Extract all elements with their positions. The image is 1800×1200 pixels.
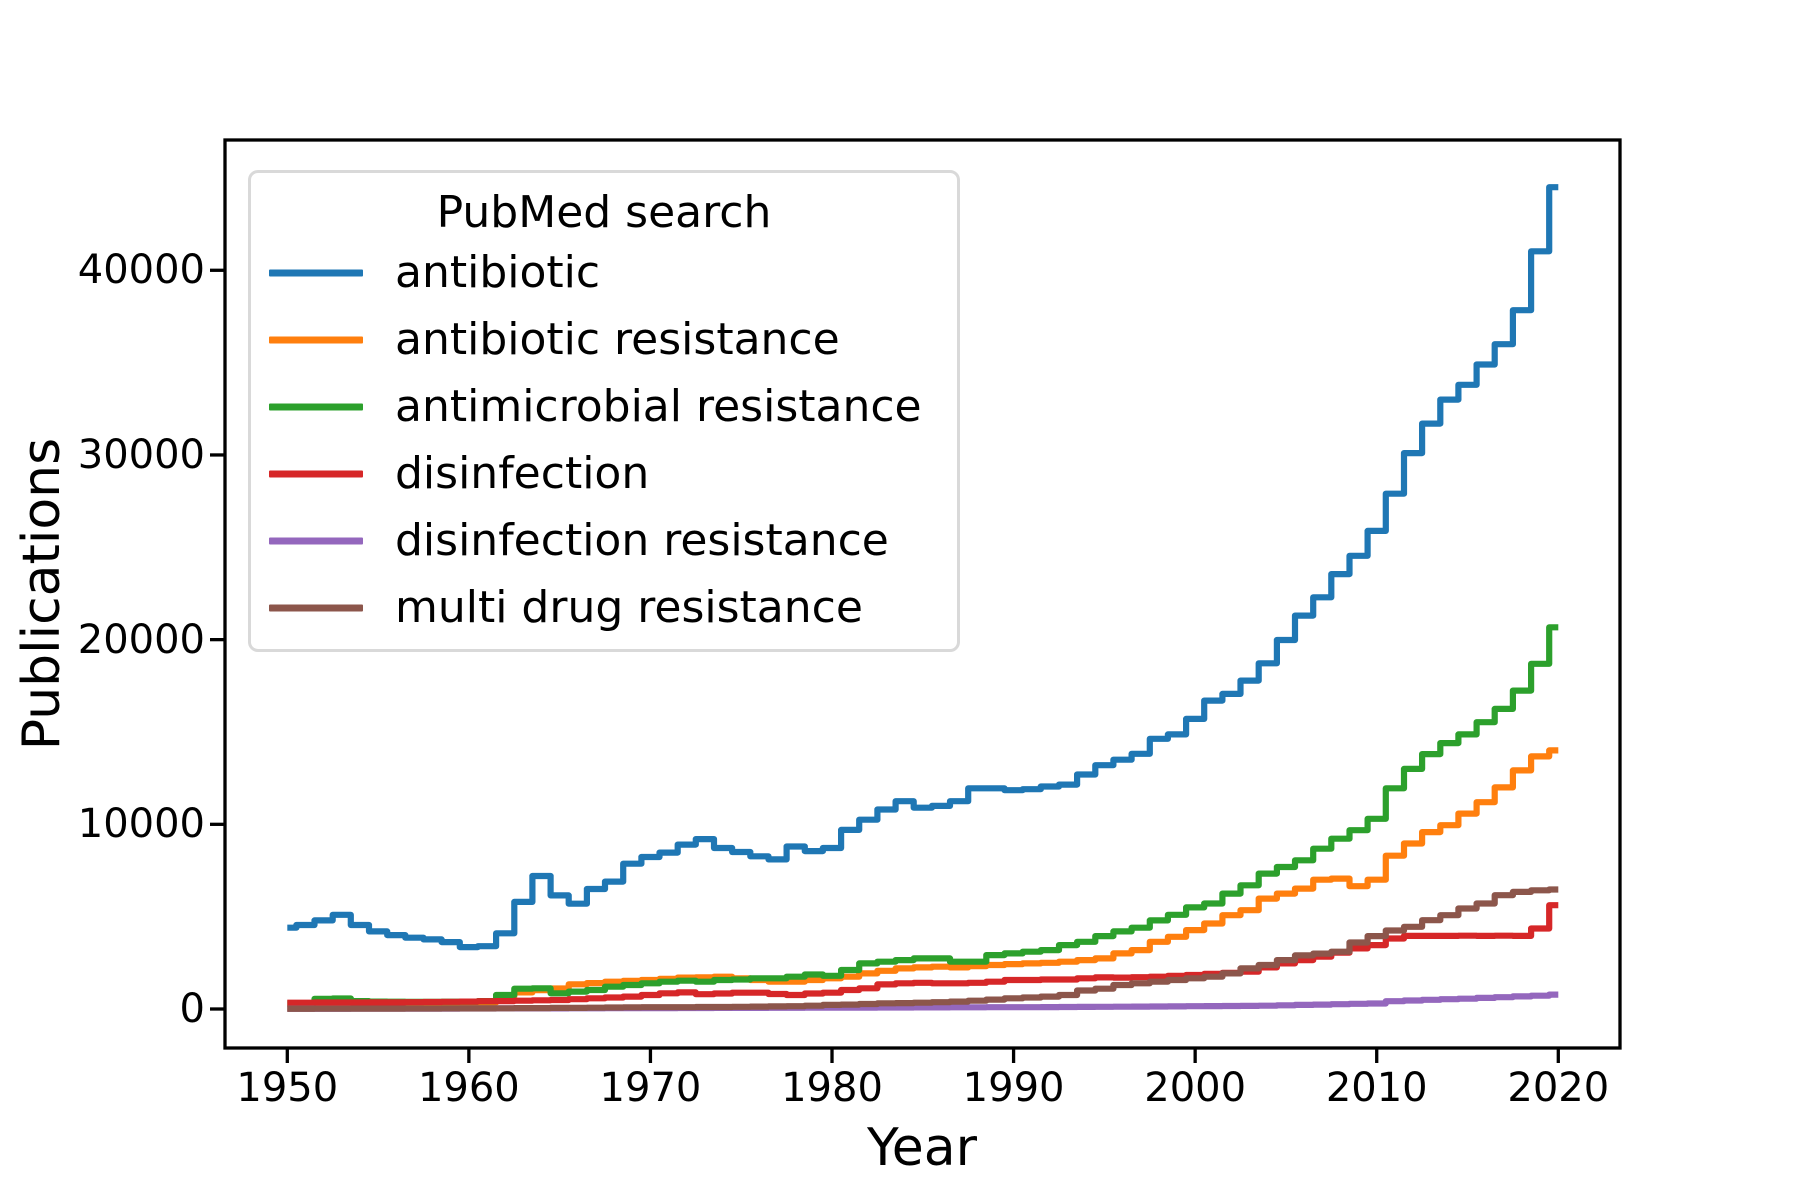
y-tick-label: 30000 [77, 431, 205, 478]
legend-line-swatch [269, 403, 363, 410]
x-tick-label: 1960 [417, 1065, 520, 1111]
x-tick-label: 1980 [781, 1065, 883, 1111]
legend-item-antibiotic: antibiotic [251, 239, 957, 306]
x-tick-label: 2010 [1325, 1065, 1428, 1111]
series-line-antibiotic-resistance [287, 747, 1559, 1012]
x-tick-label: 1950 [236, 1065, 339, 1111]
axes-spines [223, 138, 1622, 1050]
legend: PubMed search antibiotic antibiotic resis… [248, 170, 960, 652]
legend-item-disinfection: disinfection [251, 440, 957, 507]
x-tick-label: 2020 [1507, 1065, 1610, 1111]
y-tick-label: 20000 [77, 616, 205, 663]
legend-title: PubMed search [436, 187, 772, 238]
legend-item-multi-drug-resistance: multi drug resistance [251, 574, 957, 641]
legend-item-label: antibiotic resistance [395, 313, 840, 365]
y-tick-label: 10000 [77, 801, 205, 848]
legend-item-label: antimicrobial resistance [395, 380, 922, 432]
series-line-multi-drug-resistance [287, 886, 1559, 1012]
legend-line-swatch [269, 269, 363, 276]
y-axis-title: Publications [12, 437, 72, 751]
x-tick-label: 1970 [599, 1065, 702, 1111]
legend-line-swatch [269, 470, 363, 477]
y-tick-label: 0 [179, 986, 205, 1032]
series-line-disinfection [287, 902, 1559, 1006]
y-tick-label: 40000 [77, 247, 205, 294]
legend-item-label: disinfection [395, 447, 650, 499]
legend-line-swatch [269, 336, 363, 343]
x-tick-label: 2000 [1144, 1065, 1247, 1111]
legend-item-antimicrobial-resistance: antimicrobial resistance [251, 373, 957, 440]
legend-item-antibiotic-resistance: antibiotic resistance [251, 306, 957, 373]
series-line-antibiotic [287, 184, 1559, 951]
legend-line-swatch [269, 537, 363, 544]
x-tick-label: 1990 [962, 1065, 1065, 1111]
legend-item-label: multi drug resistance [395, 581, 863, 633]
series-line-antimicrobial-resistance [287, 624, 1559, 1007]
x-axis-title: Year [866, 1118, 978, 1178]
legend-items: antibiotic antibiotic resistance antimicro… [251, 239, 957, 641]
legend-item-disinfection-resistance: disinfection resistance [251, 507, 957, 574]
legend-item-label: antibiotic [395, 246, 601, 298]
legend-item-label: disinfection resistance [395, 514, 889, 566]
legend-line-swatch [269, 604, 363, 611]
